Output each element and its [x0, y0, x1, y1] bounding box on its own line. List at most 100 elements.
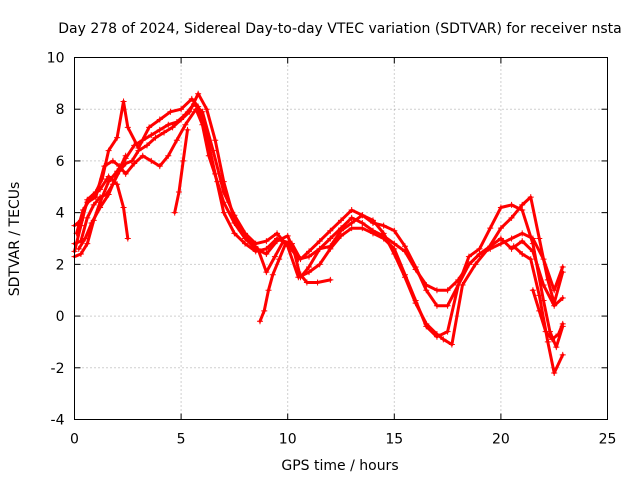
chart-title: Day 278 of 2024, Sidereal Day-to-day VTE…: [58, 21, 621, 37]
data-point: [148, 157, 155, 164]
data-point: [423, 323, 430, 330]
data-point: [551, 369, 558, 376]
data-point: [314, 279, 321, 286]
data-point: [472, 261, 479, 268]
data-point: [188, 95, 195, 102]
data-point: [391, 245, 398, 252]
data-point: [199, 108, 206, 115]
data-point: [542, 328, 549, 335]
data-point: [135, 147, 142, 154]
data-point: [487, 225, 494, 232]
data-point: [269, 271, 276, 278]
data-series-10: [510, 243, 566, 376]
data-point: [82, 235, 89, 242]
data-series-5: [73, 173, 131, 242]
data-point: [274, 238, 281, 245]
data-point: [559, 320, 566, 327]
x-tick-label: 5: [177, 432, 186, 448]
data-point: [476, 251, 483, 258]
data-point: [316, 238, 323, 245]
data-point: [444, 287, 451, 294]
data-point: [190, 101, 197, 108]
data-point: [380, 235, 387, 242]
data-point: [544, 338, 551, 345]
data-point: [90, 201, 97, 208]
series-trace: [531, 288, 565, 341]
data-point: [536, 307, 543, 314]
data-point: [559, 351, 566, 358]
x-tick-label: 0: [70, 432, 79, 448]
data-point: [295, 269, 302, 276]
data-point: [77, 251, 84, 258]
data-point: [139, 137, 146, 144]
data-point: [205, 152, 212, 159]
data-point: [497, 235, 504, 242]
data-point: [497, 204, 504, 211]
data-point: [359, 225, 366, 232]
y-tick-label: 2: [56, 257, 65, 273]
data-point: [84, 240, 91, 247]
data-point: [444, 302, 451, 309]
data-point: [348, 225, 355, 232]
data-point: [148, 132, 155, 139]
data-point: [80, 207, 87, 214]
data-point: [242, 240, 249, 247]
data-point: [182, 121, 189, 128]
data-point: [303, 279, 310, 286]
data-point: [195, 90, 202, 97]
data-series-6: [75, 152, 129, 252]
data-point: [265, 287, 272, 294]
data-point: [536, 235, 543, 242]
data-series-8: [256, 240, 289, 325]
data-point: [156, 163, 163, 170]
data-point: [131, 142, 138, 149]
y-tick-label: 4: [56, 206, 65, 222]
series-trace: [75, 174, 130, 240]
plot-frame: [74, 57, 608, 420]
data-point: [175, 188, 182, 195]
data-point: [231, 230, 238, 237]
data-point: [88, 219, 95, 226]
data-point: [519, 201, 526, 208]
data-point: [401, 271, 408, 278]
data-point: [120, 204, 127, 211]
data-point: [263, 251, 270, 258]
data-point: [263, 269, 270, 276]
tick-layer: 0 5 10 15 20 25 -4 -2 0 2 4 6 8 10: [47, 51, 617, 448]
data-point: [433, 302, 440, 309]
data-point: [114, 170, 121, 177]
series-trace: [73, 102, 565, 349]
data-point: [122, 170, 129, 177]
data-point: [165, 152, 172, 159]
data-point: [184, 126, 191, 133]
data-point: [152, 134, 159, 141]
data-point: [282, 240, 289, 247]
data-point: [256, 318, 263, 325]
data-point: [139, 152, 146, 159]
y-tick-label: -2: [51, 361, 65, 377]
data-point: [306, 269, 313, 276]
data-point: [261, 307, 268, 314]
data-point: [529, 287, 536, 294]
data-point: [508, 235, 515, 242]
y-tick-label: 6: [56, 154, 65, 170]
data-point: [476, 245, 483, 252]
y-tick-label: 0: [56, 309, 65, 325]
data-point: [114, 134, 121, 141]
data-point: [485, 245, 492, 252]
x-tick-label: 15: [385, 432, 403, 448]
data-point: [143, 142, 150, 149]
data-series-11: [529, 287, 566, 343]
data-point: [455, 282, 462, 289]
data-point: [271, 253, 278, 260]
data-point: [391, 227, 398, 234]
data-point: [519, 230, 526, 237]
data-point: [348, 214, 355, 221]
data-point: [444, 328, 451, 335]
data-point: [338, 217, 344, 224]
data-point: [448, 341, 455, 348]
data-point: [161, 129, 168, 136]
data-point: [412, 297, 419, 304]
data-point: [263, 245, 270, 252]
